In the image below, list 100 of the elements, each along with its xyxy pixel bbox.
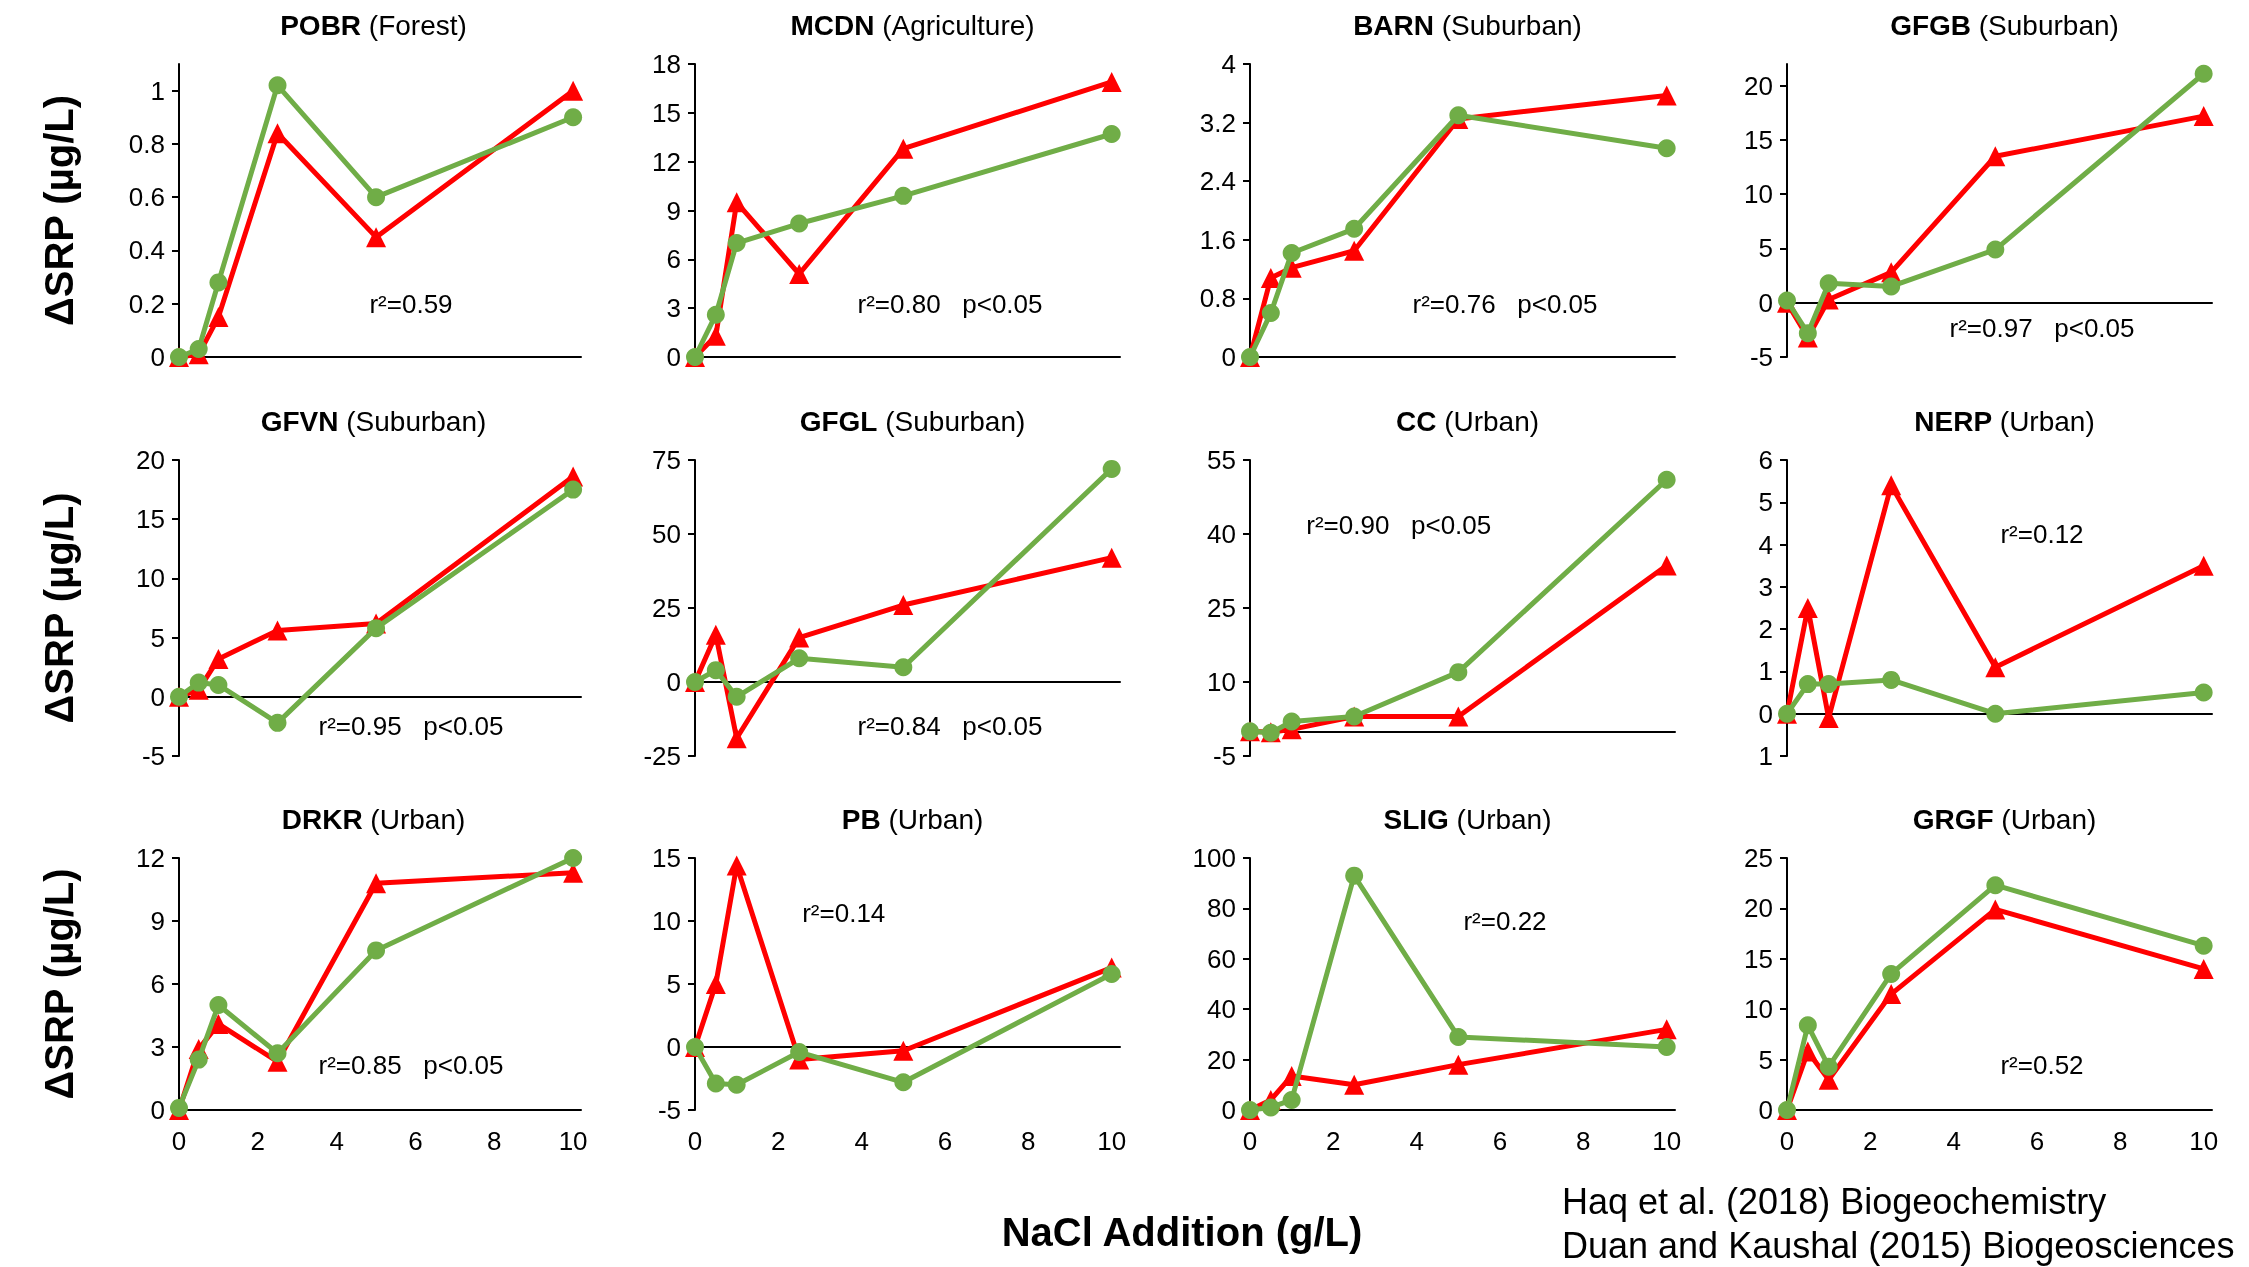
y-tick-label: 20 xyxy=(1207,1044,1236,1075)
point xyxy=(189,340,208,358)
chart-title: PB (Urban) xyxy=(841,803,984,835)
point xyxy=(1282,243,1301,262)
x-tick-label: 2 xyxy=(250,1126,266,1156)
point xyxy=(1882,670,1901,689)
point xyxy=(1798,324,1817,343)
point xyxy=(367,619,386,638)
y-tick-label: 0 xyxy=(1221,342,1236,372)
x-tick-label: 0 xyxy=(687,1126,703,1156)
point xyxy=(1344,1074,1365,1095)
annotation: r²=0.80 p<0.05 xyxy=(857,289,1043,320)
y-tick-label: 40 xyxy=(1207,994,1236,1025)
point xyxy=(1345,219,1364,238)
point xyxy=(1657,470,1676,489)
point xyxy=(705,624,726,645)
point xyxy=(267,123,288,144)
y-tick-label: 25 xyxy=(1744,843,1773,873)
point xyxy=(894,1073,913,1092)
point xyxy=(1797,598,1818,618)
point xyxy=(727,234,746,253)
y-tick-label: 0.2 xyxy=(128,288,165,319)
y-tick-label: 3 xyxy=(150,1032,165,1062)
x-tick-label: 8 xyxy=(2113,1126,2128,1156)
x-tick-label: 8 xyxy=(1576,1126,1591,1156)
y-tick-label: 0 xyxy=(150,1095,165,1125)
y-tick-label: 15 xyxy=(1744,124,1773,155)
y-tick-label: 20 xyxy=(136,445,165,475)
point xyxy=(1345,866,1364,885)
y-tick-label: -5 xyxy=(1749,342,1773,372)
point xyxy=(893,1040,914,1061)
annotation: r²=0.97 p<0.05 xyxy=(1949,312,2135,343)
x-tick-label: 4 xyxy=(1409,1126,1424,1156)
point xyxy=(366,873,387,894)
point xyxy=(2193,555,2214,576)
annotation: r²=0.85 p<0.05 xyxy=(318,1049,504,1080)
y-tick-label: 0.4 xyxy=(128,235,165,266)
point xyxy=(726,855,747,876)
point xyxy=(894,658,913,677)
x-tick-label: 6 xyxy=(937,1126,953,1156)
y-tick-label: 0.6 xyxy=(128,182,165,213)
point xyxy=(1102,125,1121,143)
y-tick-label: 12 xyxy=(136,843,165,873)
point xyxy=(1282,712,1301,731)
point xyxy=(2194,683,2213,702)
y-tick-label: 80 xyxy=(1207,893,1236,924)
y-tick-label: 1 xyxy=(1758,741,1773,771)
y-tick-label: 100 xyxy=(1192,843,1236,873)
y-tick-label: 10 xyxy=(1744,994,1773,1025)
point xyxy=(564,480,583,499)
chart-title: MCDN (Agriculture) xyxy=(790,9,1035,41)
x-tick-label: 10 xyxy=(1097,1126,1127,1156)
y-tick-label: 9 xyxy=(150,906,165,936)
point xyxy=(367,188,386,207)
x-tick-label: 4 xyxy=(1946,1126,1961,1156)
point xyxy=(726,728,747,749)
y-tick-label: 15 xyxy=(652,843,681,873)
point xyxy=(2194,64,2213,83)
y-tick-label: 1.6 xyxy=(1199,224,1236,255)
point xyxy=(1449,1027,1468,1046)
point xyxy=(2193,106,2214,127)
x-tick-label: 4 xyxy=(329,1126,344,1156)
y-axis-title: ΔSRP (µg/L) xyxy=(37,492,81,724)
x-tick-label: 10 xyxy=(1652,1126,1682,1156)
point xyxy=(268,76,287,95)
point xyxy=(1881,475,1902,496)
point xyxy=(209,273,228,292)
point xyxy=(1657,139,1676,158)
y-tick-label: 40 xyxy=(1207,519,1236,549)
x-tick-label: 0 xyxy=(1779,1126,1795,1156)
y-tick-label: 60 xyxy=(1207,943,1236,974)
point xyxy=(208,307,229,328)
point xyxy=(1882,964,1901,983)
point xyxy=(366,227,387,248)
x-tick-label: 2 xyxy=(1326,1126,1341,1156)
y-tick-label: 0 xyxy=(666,342,681,372)
y-tick-label: 15 xyxy=(136,504,165,535)
y-tick-label: -25 xyxy=(643,741,681,771)
point xyxy=(1101,71,1122,92)
point xyxy=(1260,267,1281,288)
chart-title: DRKR (Urban) xyxy=(281,803,466,835)
y-tick-label: 15 xyxy=(1744,943,1773,974)
point xyxy=(726,192,747,213)
y-tick-label: 10 xyxy=(136,563,165,594)
y-tick-label: 0 xyxy=(150,342,165,372)
point xyxy=(268,1044,287,1063)
annotation: r²=0.84 p<0.05 xyxy=(857,711,1043,742)
y-tick-label: 25 xyxy=(1207,593,1236,623)
y-tick-label: 4 xyxy=(1758,529,1773,560)
point xyxy=(1985,657,2006,678)
annotation: r²=0.90 p<0.05 xyxy=(1306,510,1492,541)
x-tick-label: 0 xyxy=(1242,1126,1258,1156)
x-axis-title: NaCl Addition (g/L) xyxy=(1000,1210,1364,1255)
chart-title: POBR (Forest) xyxy=(280,9,467,41)
x-tick-label: 4 xyxy=(854,1126,869,1156)
annotation: r²=0.22 xyxy=(1463,906,1547,936)
annotation: r²=0.95 p<0.05 xyxy=(318,711,504,742)
y-tick-label: -5 xyxy=(141,741,165,771)
y-tick-label: 10 xyxy=(1744,179,1773,210)
point xyxy=(1819,274,1838,293)
